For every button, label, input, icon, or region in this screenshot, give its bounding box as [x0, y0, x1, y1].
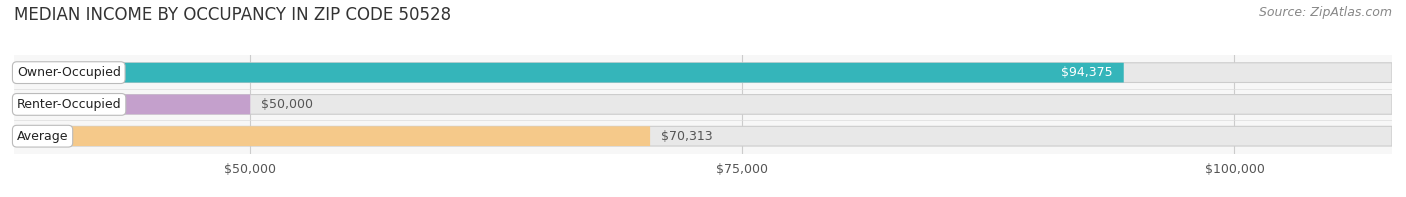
FancyBboxPatch shape — [14, 63, 1123, 83]
Text: MEDIAN INCOME BY OCCUPANCY IN ZIP CODE 50528: MEDIAN INCOME BY OCCUPANCY IN ZIP CODE 5… — [14, 6, 451, 24]
Text: $50,000: $50,000 — [262, 98, 314, 111]
Text: $70,313: $70,313 — [661, 130, 713, 143]
Text: Renter-Occupied: Renter-Occupied — [17, 98, 121, 111]
FancyBboxPatch shape — [14, 126, 650, 146]
FancyBboxPatch shape — [14, 95, 250, 114]
FancyBboxPatch shape — [14, 63, 1392, 83]
Text: Owner-Occupied: Owner-Occupied — [17, 66, 121, 79]
Text: $94,375: $94,375 — [1062, 66, 1112, 79]
Text: Average: Average — [17, 130, 69, 143]
Text: Source: ZipAtlas.com: Source: ZipAtlas.com — [1258, 6, 1392, 19]
FancyBboxPatch shape — [14, 95, 1392, 114]
FancyBboxPatch shape — [14, 126, 1392, 146]
